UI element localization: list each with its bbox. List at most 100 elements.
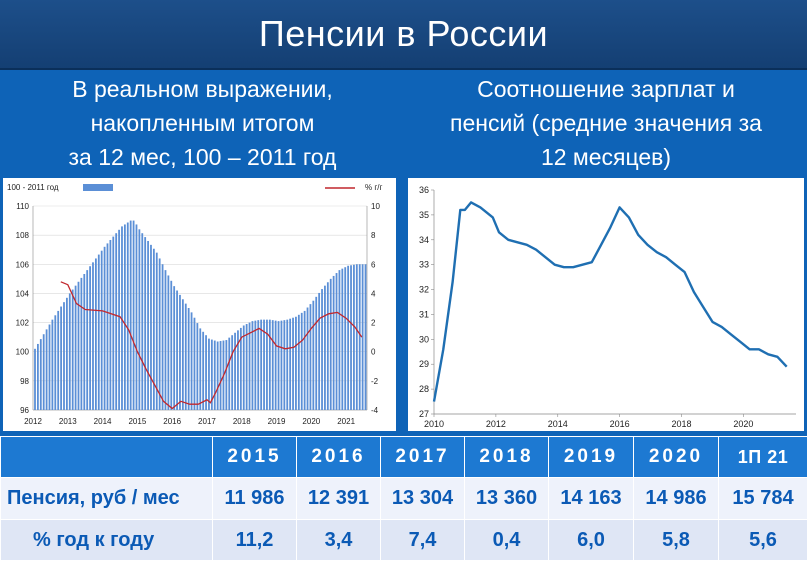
table-corner-cell [1, 437, 213, 478]
year-header: 2015 [213, 437, 297, 478]
bar [281, 321, 283, 410]
bar [83, 274, 85, 410]
table-cell: 6,0 [549, 520, 634, 561]
x-tick-label: 2014 [94, 417, 112, 426]
bar [246, 324, 248, 410]
y-right-tick-label: -4 [371, 406, 379, 415]
bar [167, 275, 169, 410]
left-subtitle-line: за 12 мес, 100 – 2011 год [0, 140, 405, 174]
bar [228, 338, 230, 410]
year-header: 2017 [381, 437, 465, 478]
right-subtitle-line: 12 месяцев) [405, 140, 807, 174]
bar [173, 286, 175, 410]
bar [321, 289, 323, 410]
bar [353, 265, 355, 410]
bar [220, 341, 222, 410]
pension-data-table: 2015 2016 2017 2018 2019 2020 1П 21 Пенс… [0, 436, 807, 561]
y-tick-label: 33 [419, 260, 429, 270]
right-subtitle: Соотношение зарплат и пенсий (средние зн… [405, 72, 807, 174]
bar [362, 264, 364, 410]
row-label-pension: Пенсия, руб / мес [1, 478, 213, 520]
y-tick-label: 30 [419, 334, 429, 344]
bar [185, 304, 187, 410]
y-tick-label: 34 [419, 235, 429, 245]
bar [304, 311, 306, 410]
bar [43, 334, 45, 410]
bar [109, 240, 111, 410]
bar [350, 265, 352, 410]
table-cell: 14 986 [634, 478, 719, 520]
bar [205, 335, 207, 410]
bar [295, 317, 297, 410]
bar [275, 321, 277, 410]
bar [138, 229, 140, 410]
bar [104, 247, 106, 410]
x-tick-label: 2013 [59, 417, 77, 426]
bar [356, 264, 358, 410]
left-subtitle-line: В реальном выражении, [0, 72, 405, 106]
table-cell: 11 986 [213, 478, 297, 520]
bar [333, 276, 335, 410]
bar [51, 320, 53, 410]
y-tick-label: 31 [419, 309, 429, 319]
bar [89, 266, 91, 410]
bar [141, 233, 143, 410]
y-right-tick-label: 4 [371, 289, 376, 298]
x-tick-label: 2010 [424, 419, 444, 429]
y-left-tick-label: 106 [16, 260, 30, 269]
y-tick-label: 36 [419, 185, 429, 195]
table-cell: 13 304 [381, 478, 465, 520]
bar [344, 267, 346, 410]
bar [347, 266, 349, 410]
bar [324, 286, 326, 410]
bar [365, 264, 367, 410]
bar [292, 318, 294, 410]
bar [272, 320, 274, 410]
bar [46, 329, 48, 410]
table-cell: 12 391 [297, 478, 381, 520]
bar [95, 258, 97, 410]
bar [196, 323, 198, 410]
bar [37, 344, 39, 410]
bar [202, 332, 204, 410]
y-left-tick-label: 98 [20, 377, 29, 386]
table-cell: 7,4 [381, 520, 465, 561]
bar [86, 270, 88, 410]
row-label-yoy: % год к году [1, 520, 213, 561]
bar [182, 299, 184, 410]
bar [310, 304, 312, 410]
bar [107, 243, 109, 410]
bar [260, 320, 262, 410]
y-tick-label: 35 [419, 210, 429, 220]
y-tick-label: 29 [419, 359, 429, 369]
bar [179, 295, 181, 410]
y-tick-label: 27 [419, 409, 429, 419]
x-tick-label: 2012 [486, 419, 506, 429]
bar [144, 237, 146, 410]
bar [307, 308, 309, 410]
bar [318, 293, 320, 410]
bar [159, 258, 161, 410]
bar [194, 318, 196, 410]
bar [214, 341, 216, 410]
bar [339, 270, 341, 410]
bar [80, 278, 82, 410]
bar [341, 269, 343, 410]
bar [63, 302, 65, 410]
bar [312, 301, 314, 410]
x-tick-label: 2018 [672, 419, 692, 429]
y-right-tick-label: -2 [371, 377, 379, 386]
bar [191, 312, 193, 410]
x-tick-label: 2020 [302, 417, 320, 426]
bar [34, 349, 36, 410]
table-cell: 13 360 [465, 478, 549, 520]
table-row: % год к году 11,2 3,4 7,4 0,4 6,0 5,8 5,… [1, 520, 807, 561]
bar [75, 286, 77, 410]
bar [286, 320, 288, 410]
bar [78, 282, 80, 410]
bar [359, 264, 361, 410]
bar [60, 307, 62, 410]
real-pension-chart: 100 - 2011 год% г/г969810010210410610811… [3, 178, 396, 431]
bar [170, 281, 172, 410]
